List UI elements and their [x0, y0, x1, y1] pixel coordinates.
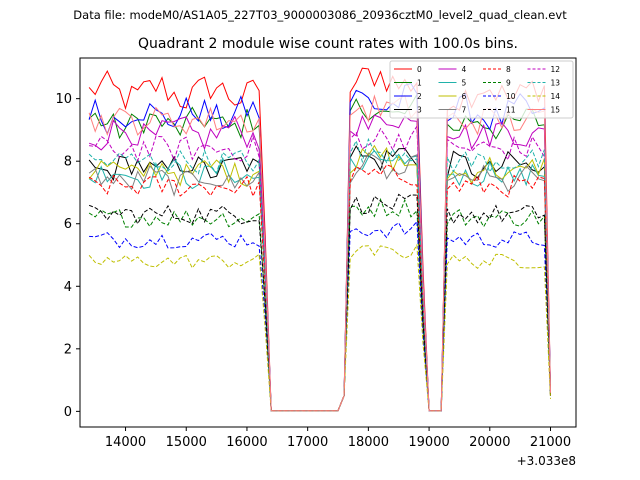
chart-title: Quadrant 2 module wise count rates with …: [138, 36, 518, 52]
x-tick-label: 19000: [408, 435, 449, 450]
tick-layer: 14000 15000 16000 17000 18000 19000 20000 21000…: [55, 92, 571, 450]
y-tick-label: 2: [64, 342, 72, 357]
series-layer: [88, 67, 551, 412]
series-line-5: [88, 149, 551, 412]
legend-label-10: 10: [506, 92, 516, 101]
x-tick-label: 17000: [287, 435, 328, 450]
legend-label-14: 14: [551, 92, 561, 101]
x-tick-label: 15000: [166, 435, 207, 450]
legend-label-13: 13: [551, 79, 561, 88]
legend-label-11: 11: [506, 106, 516, 115]
legend-label-5: 5: [462, 79, 467, 88]
y-tick-label: 10: [55, 92, 72, 107]
series-line-15: [88, 94, 551, 412]
y-tick-label: 4: [64, 280, 72, 295]
legend-label-9: 9: [506, 79, 511, 88]
x-tick-label: 14000: [105, 435, 146, 450]
series-line-1: [88, 92, 551, 412]
legend-label-12: 12: [551, 65, 561, 74]
series-line-4: [88, 114, 551, 412]
y-tick-label: 6: [64, 217, 72, 232]
series-line-7: [88, 152, 551, 412]
data-file-suptitle: Data file: modeM0/AS1A05_227T03_90000030…: [73, 8, 567, 22]
series-line-8: [88, 164, 551, 412]
y-tick-label: 0: [64, 405, 72, 420]
series-line-9: [88, 197, 551, 412]
x-offset-label: +3.033e8: [517, 454, 576, 468]
series-line-13: [88, 137, 551, 412]
x-tick-label: 20000: [469, 435, 510, 450]
legend-label-7: 7: [462, 106, 467, 115]
legend-label-6: 6: [462, 92, 467, 101]
legend-label-1: 1: [417, 79, 422, 88]
x-tick-label: 18000: [348, 435, 389, 450]
series-line-11: [88, 193, 551, 412]
legend-label-3: 3: [417, 106, 422, 115]
legend-label-0: 0: [417, 65, 422, 74]
legend-label-8: 8: [506, 65, 511, 74]
x-tick-label: 21000: [530, 435, 571, 450]
y-tick-label: 8: [64, 155, 72, 170]
series-line-14: [88, 243, 551, 412]
legend-box: [389, 60, 574, 119]
x-tick-label: 16000: [226, 435, 267, 450]
legend-label-4: 4: [462, 65, 467, 74]
plot-frame: [79, 57, 577, 428]
series-line-10: [89, 220, 551, 412]
series-line-3: [88, 145, 551, 412]
legend-label-15: 15: [551, 106, 561, 115]
legend-label-2: 2: [417, 92, 422, 101]
series-line-2: [88, 82, 551, 412]
